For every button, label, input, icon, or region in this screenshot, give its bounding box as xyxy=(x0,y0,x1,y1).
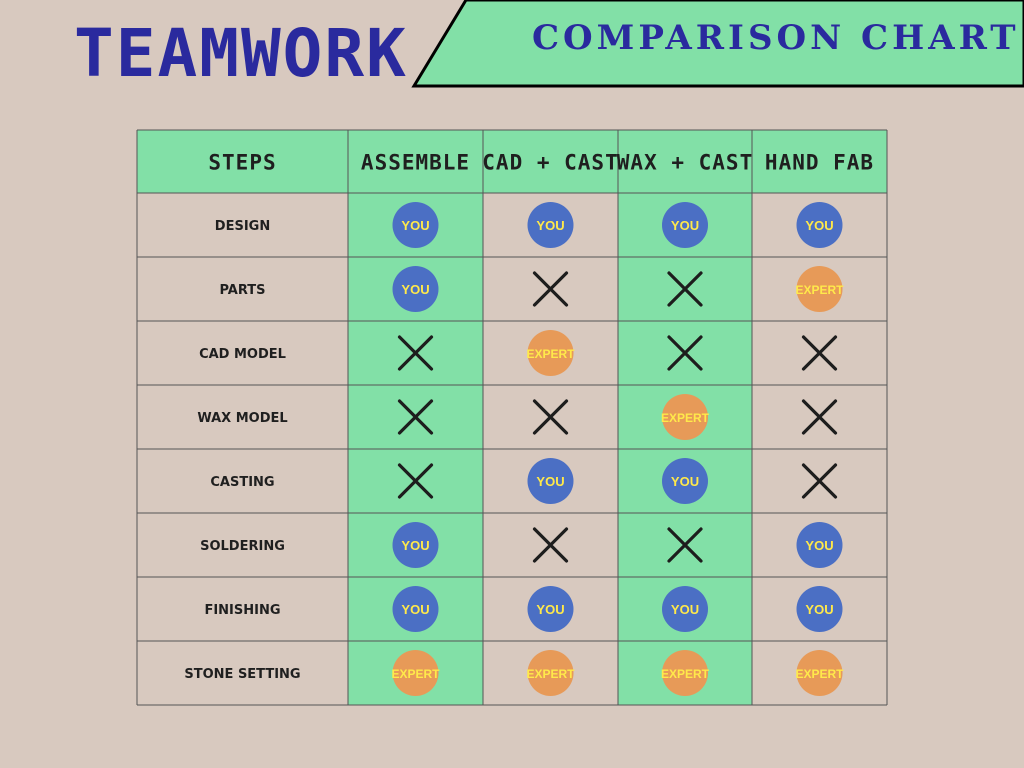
cross-mark-icon xyxy=(397,335,434,371)
expert-badge-label: EXPERT xyxy=(526,347,575,361)
expert-badge-label: EXPERT xyxy=(391,667,440,681)
column-header-hand-fab: HAND FAB xyxy=(765,151,874,175)
column-header-cad-cast: CAD + CAST xyxy=(482,151,618,175)
you-badge xyxy=(662,586,708,632)
expert-badge xyxy=(527,330,574,376)
cross-mark-icon xyxy=(397,399,434,435)
expert-badge-label: EXPERT xyxy=(661,411,710,425)
column-header-assemble: ASSEMBLE xyxy=(361,151,470,175)
cross-mark-icon xyxy=(532,271,569,307)
you-badge xyxy=(796,202,843,248)
expert-badge-label: EXPERT xyxy=(661,667,710,681)
you-badge-label: YOU xyxy=(401,602,429,617)
expert-badge-label: EXPERT xyxy=(526,667,575,681)
row-label: WAX MODEL xyxy=(197,411,287,426)
cross-mark-icon xyxy=(667,527,703,563)
cross-mark-icon xyxy=(667,335,703,371)
header-row-bg xyxy=(137,130,887,193)
row-label: SOLDERING xyxy=(200,539,285,554)
you-badge xyxy=(527,586,574,632)
you-badge-label: YOU xyxy=(671,602,699,617)
you-badge-label: YOU xyxy=(401,538,429,553)
you-badge xyxy=(796,522,843,568)
you-badge xyxy=(662,202,708,248)
you-badge-label: YOU xyxy=(401,282,429,297)
row-label: FINISHING xyxy=(204,603,280,618)
column-header-wax-cast: WAX + CAST xyxy=(617,151,753,175)
you-badge xyxy=(527,202,574,248)
you-badge-label: YOU xyxy=(536,218,564,233)
cross-mark-icon xyxy=(667,271,703,307)
row-label: PARTS xyxy=(219,283,265,298)
you-badge xyxy=(392,266,439,312)
expert-badge xyxy=(662,650,708,696)
row-label: CAD MODEL xyxy=(199,347,286,362)
expert-badge-label: EXPERT xyxy=(795,667,844,681)
you-badge-label: YOU xyxy=(536,602,564,617)
page-subtitle: COMPARISON CHART xyxy=(532,18,1020,58)
steps-header-label: STEPS xyxy=(208,151,276,175)
you-badge xyxy=(796,586,843,632)
expert-badge xyxy=(662,394,708,440)
you-badge-label: YOU xyxy=(805,602,833,617)
cross-mark-icon xyxy=(397,463,434,499)
you-badge xyxy=(527,458,574,504)
expert-badge xyxy=(527,650,574,696)
you-badge xyxy=(392,522,439,568)
row-label: DESIGN xyxy=(215,219,270,234)
row-label: CASTING xyxy=(210,475,274,490)
page-title: TEAMWORK xyxy=(74,15,408,92)
subtitle-banner xyxy=(411,0,1024,88)
expert-badge xyxy=(392,650,439,696)
you-badge-label: YOU xyxy=(805,218,833,233)
you-badge-label: YOU xyxy=(671,218,699,233)
you-badge xyxy=(392,586,439,632)
you-badge-label: YOU xyxy=(805,538,833,553)
you-badge-label: YOU xyxy=(536,474,564,489)
expert-badge xyxy=(796,650,843,696)
you-badge xyxy=(662,458,708,504)
cross-mark-icon xyxy=(801,463,838,499)
cross-mark-icon xyxy=(801,399,838,435)
you-badge-label: YOU xyxy=(401,218,429,233)
you-badge xyxy=(392,202,439,248)
expert-badge-label: EXPERT xyxy=(795,283,844,297)
row-label: STONE SETTING xyxy=(184,667,300,682)
cross-mark-icon xyxy=(801,335,838,371)
you-badge-label: YOU xyxy=(671,474,699,489)
cross-mark-icon xyxy=(532,527,569,563)
expert-badge xyxy=(796,266,843,312)
cross-mark-icon xyxy=(532,399,569,435)
